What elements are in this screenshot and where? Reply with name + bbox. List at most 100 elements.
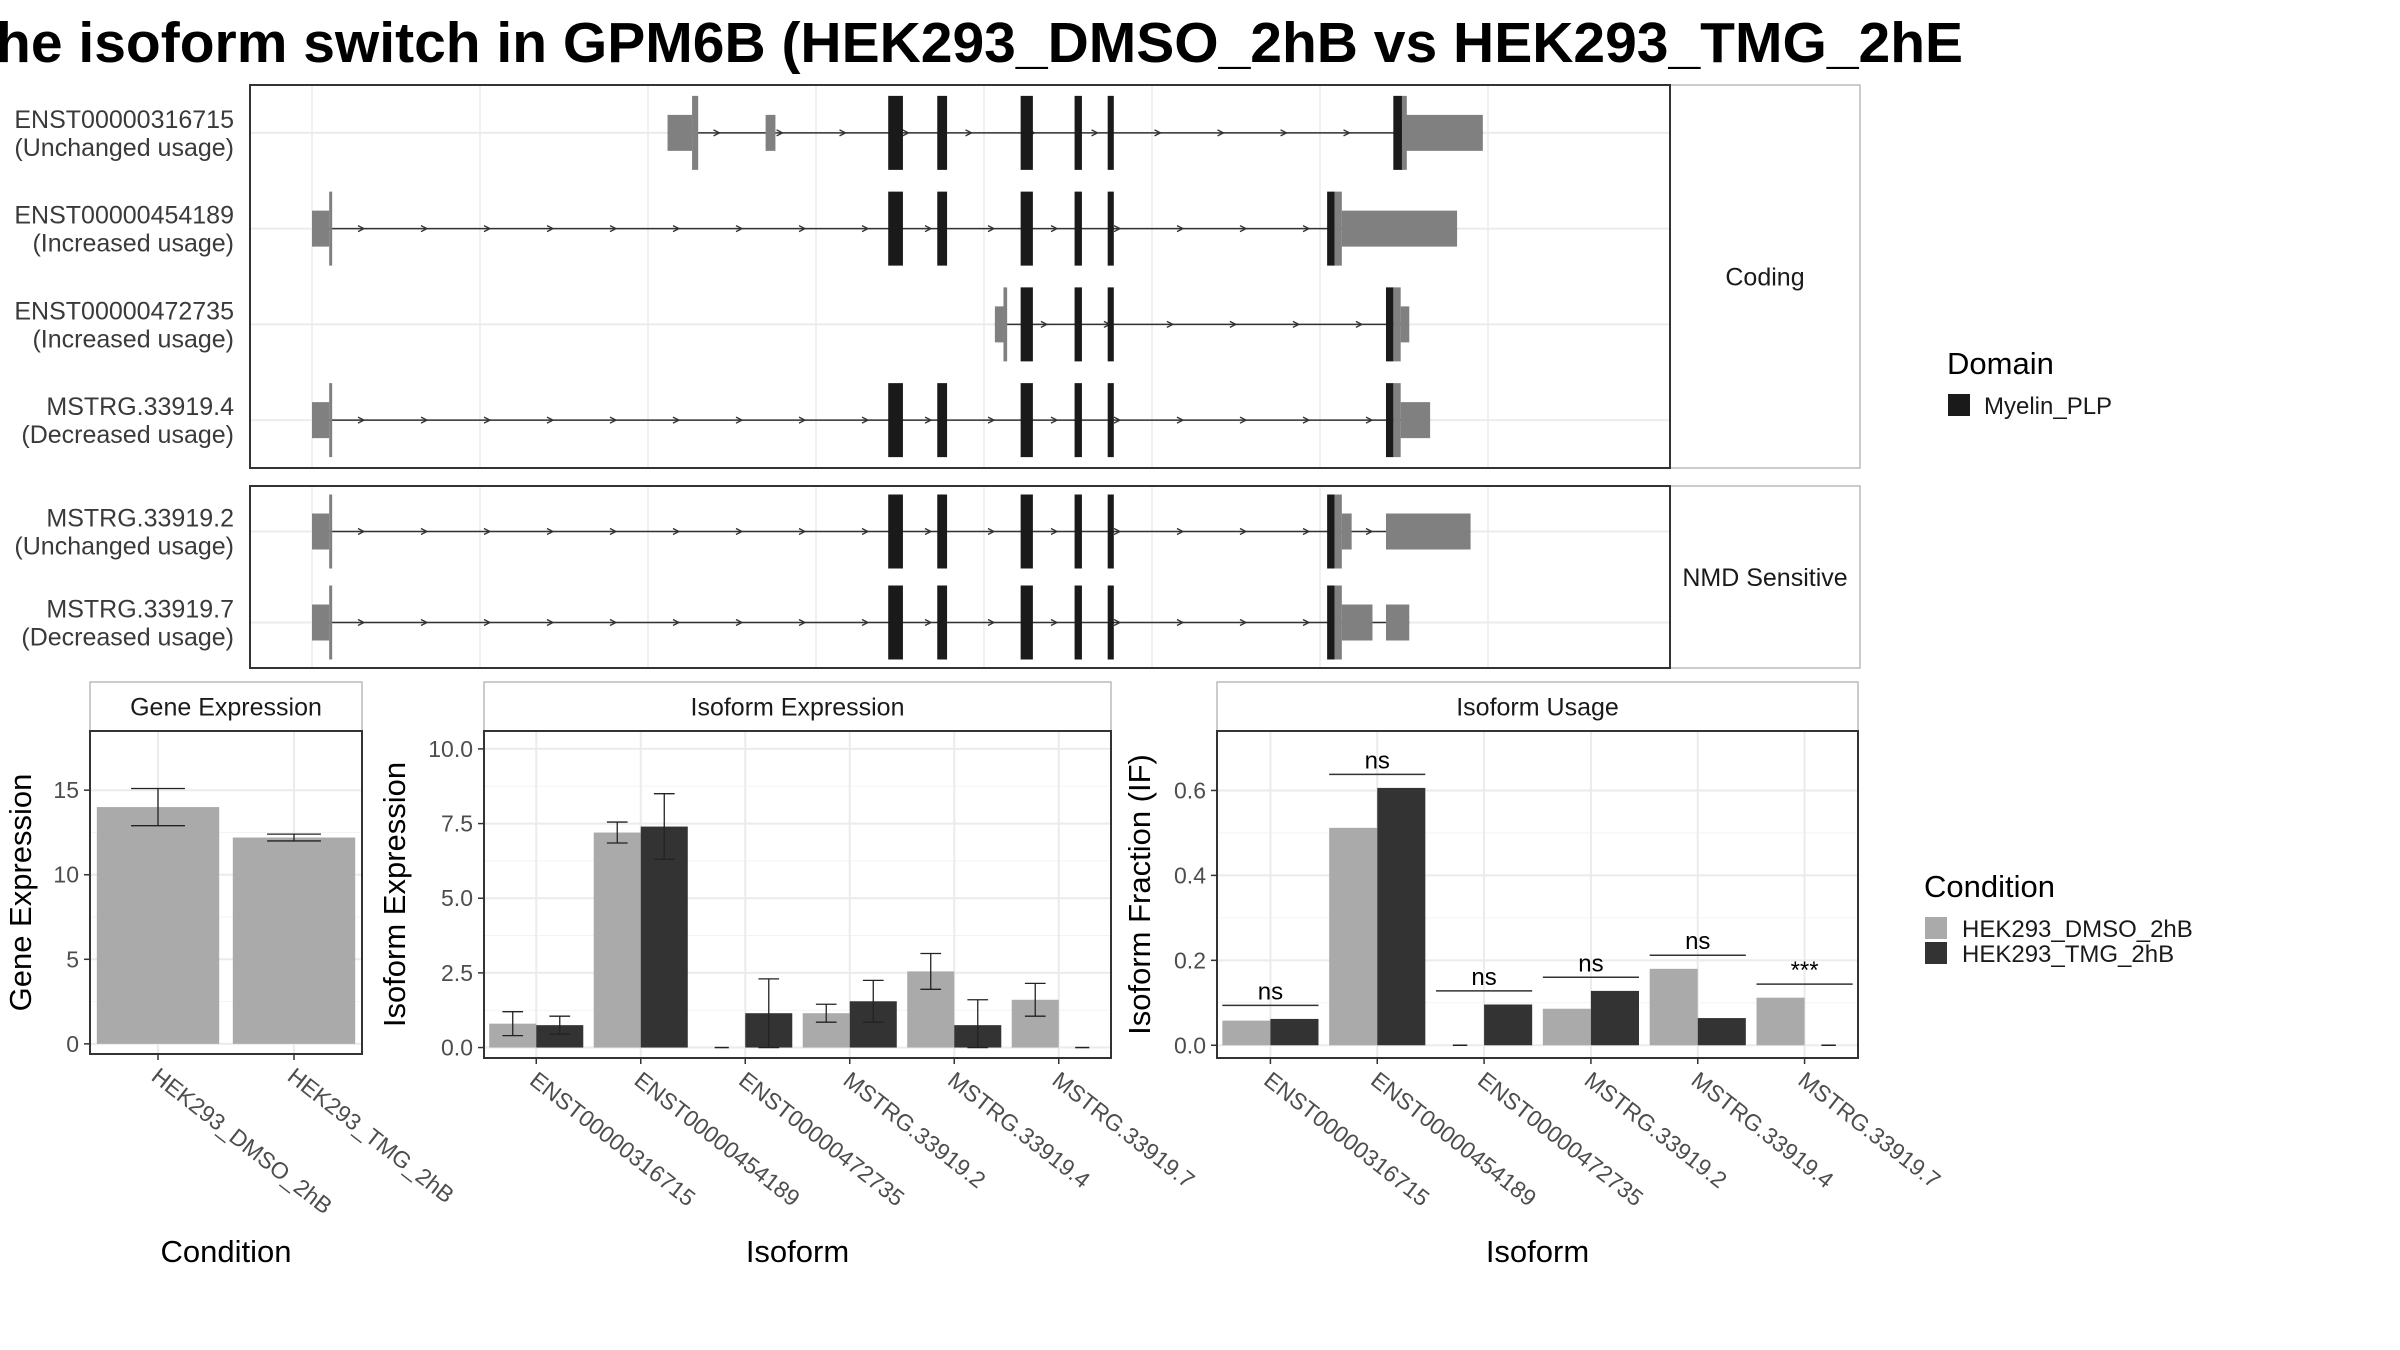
strand-arrow — [357, 225, 366, 233]
strand-arrow — [987, 618, 996, 627]
domain-exon — [937, 585, 948, 660]
facet-strip — [1669, 485, 1861, 669]
transcript-mstrg-33919-2: MSTRG.33919.2(Unchanged usage) — [14, 494, 1471, 569]
strand-arrow — [609, 225, 618, 233]
domain-exon — [1107, 494, 1114, 569]
strand-arrow — [1239, 225, 1248, 233]
strand-arrow — [609, 527, 618, 536]
strand-arrow — [609, 618, 618, 627]
significance-label: ns — [1365, 747, 1390, 774]
bar-enst00000454189-s0 — [593, 832, 641, 1048]
panel-border — [89, 730, 363, 1055]
strand-arrow — [735, 527, 744, 536]
significance-label: ns — [1258, 978, 1283, 1005]
domain-exon — [1327, 585, 1335, 660]
legend-key-domain — [1948, 394, 1970, 416]
strand-arrow — [1292, 320, 1301, 328]
strand-arrow — [546, 618, 555, 627]
bar-enst00000316715-s1 — [536, 1025, 584, 1048]
strand-arrow — [1355, 320, 1364, 328]
facet-label: Coding — [1725, 264, 1804, 292]
structure-panel-border — [249, 84, 1671, 469]
cds-exon — [329, 585, 333, 660]
cds-exon — [1334, 191, 1342, 266]
strand-arrow — [776, 129, 784, 137]
condition-legend-label: HEK293_TMG_2hB — [1962, 941, 2174, 968]
domain-exon — [1074, 95, 1082, 170]
bar-enst00000472735-s1 — [1484, 1004, 1533, 1046]
strand-arrow — [1176, 527, 1185, 536]
transcript-usage-label: (Unchanged usage) — [14, 533, 234, 561]
strand-arrow — [1239, 527, 1248, 536]
bar-mstrg-33919-4-s1 — [1697, 1018, 1746, 1046]
domain-legend-label: Myelin_PLP — [1984, 393, 2112, 420]
bar-enst00000454189-s1 — [640, 826, 688, 1048]
strand-arrow — [1365, 416, 1374, 424]
bar-mstrg-33919-7-s0 — [1756, 997, 1805, 1046]
utr-exon — [1385, 513, 1471, 550]
significance-label: ns — [1471, 964, 1496, 991]
strand-arrow — [987, 527, 996, 536]
y-axis-title: Isoform Expression — [377, 762, 412, 1027]
bar-hek293-tmg-2hb-s0 — [232, 837, 356, 1044]
strand-arrow — [1113, 618, 1122, 627]
domain-exon — [1074, 383, 1082, 458]
strand-arrow — [798, 416, 807, 424]
panel-border — [483, 730, 1112, 1059]
strand-arrow — [483, 225, 492, 233]
domain-exon — [937, 95, 948, 170]
utr-exon — [994, 306, 1004, 343]
panel-title: Gene Expression — [130, 694, 322, 722]
x-axis-title: Isoform — [746, 1234, 849, 1269]
strand-arrow — [839, 129, 847, 137]
strand-arrow — [924, 618, 933, 627]
cds-exon — [692, 95, 699, 170]
utr-exon — [312, 210, 330, 247]
y-tick-label: 0.0 — [441, 1035, 473, 1061]
cds-exon — [329, 383, 333, 458]
y-tick-label: 0.0 — [1174, 1032, 1206, 1058]
transcript-id-label: MSTRG.33919.7 — [46, 596, 234, 624]
bar-mstrg-33919-2-s1 — [1590, 990, 1639, 1046]
strand-arrow — [861, 618, 870, 627]
utr-exon — [1341, 210, 1458, 247]
strand-arrow — [546, 527, 555, 536]
strand-arrow — [1239, 618, 1248, 627]
strand-arrow — [713, 129, 721, 137]
y-axis-title: Isoform Fraction (IF) — [1122, 754, 1157, 1035]
panel-title: Isoform Expression — [691, 694, 905, 722]
y-tick-label: 0.6 — [1174, 777, 1206, 803]
transcript-id-label: ENST00000454189 — [14, 202, 234, 230]
strand-arrow — [735, 225, 744, 233]
domain-exon — [1327, 494, 1335, 569]
domain-exon — [1107, 585, 1114, 660]
condition-legend-title: Condition — [1924, 869, 2055, 904]
strand-arrow — [1050, 527, 1059, 536]
panel-border — [1216, 730, 1859, 1059]
strand-arrow — [420, 527, 429, 536]
domain-exon — [1020, 287, 1033, 362]
domain-exon — [1074, 494, 1082, 569]
transcript-id-label: MSTRG.33919.4 — [46, 393, 234, 421]
panel-bg — [1217, 731, 1858, 1058]
strand-arrow — [798, 618, 807, 627]
y-tick-label: 5 — [66, 946, 79, 972]
strand-arrow — [672, 618, 681, 627]
bar-enst00000454189-s0 — [1329, 827, 1378, 1046]
domain-exon — [1020, 585, 1033, 660]
strand-arrow — [861, 527, 870, 536]
utr-exon — [312, 604, 330, 641]
strand-arrow — [1302, 618, 1311, 627]
panel-strip — [483, 681, 1112, 732]
strand-arrow — [798, 225, 807, 233]
domain-exon — [888, 585, 903, 660]
strand-arrow — [1166, 320, 1175, 328]
y-tick-label: 0.2 — [1174, 947, 1206, 973]
transcript-usage-label: (Increased usage) — [32, 325, 234, 353]
gene-expression-panel: Gene Expression051015HEK293_DMSO_2hBHEK2… — [3, 681, 459, 1269]
condition-legend-label: HEK293_DMSO_2hB — [1962, 916, 2193, 943]
utr-exon — [1341, 513, 1352, 550]
strand-arrow — [672, 416, 681, 424]
